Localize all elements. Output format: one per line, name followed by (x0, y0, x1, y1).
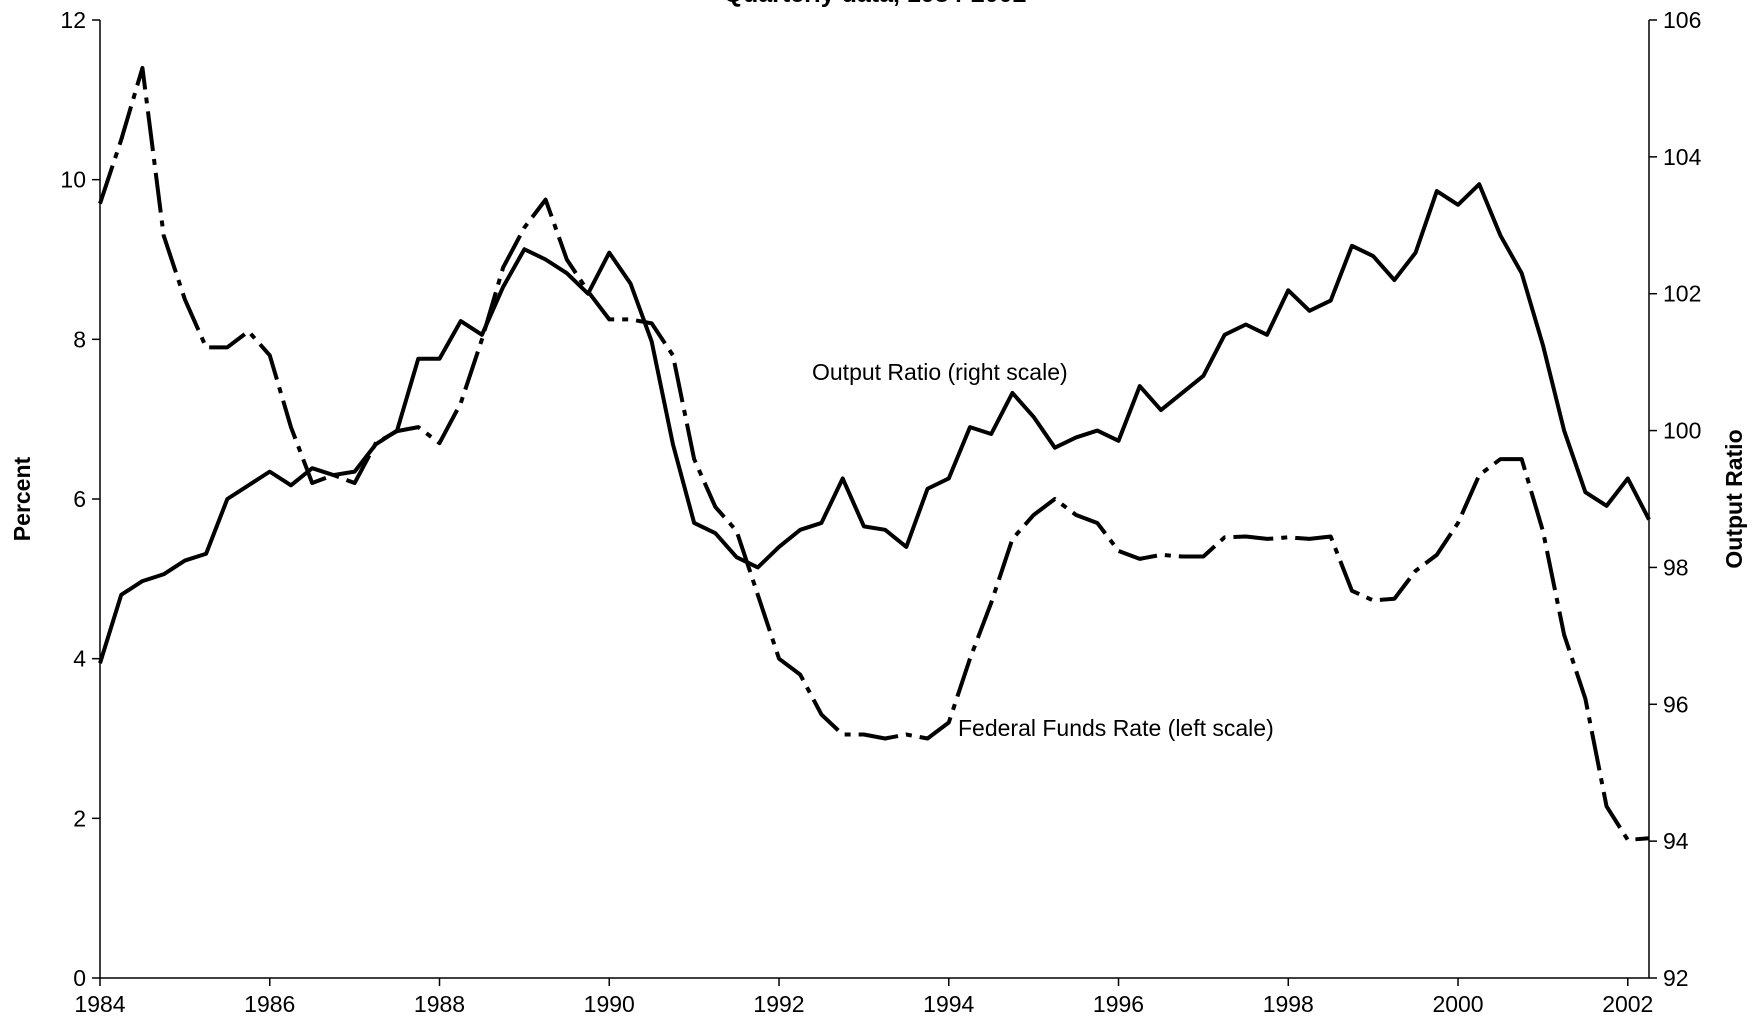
x-tick-label: 1990 (584, 991, 635, 1017)
x-tick-label: 2000 (1432, 991, 1483, 1017)
y2-tick-label: 94 (1663, 828, 1689, 854)
y2-tick-label: 100 (1663, 418, 1701, 444)
y-tick-label: 12 (60, 7, 86, 33)
y2-tick-label: 102 (1663, 281, 1701, 307)
y-tick-label: 2 (73, 805, 86, 831)
chart-title: Quarterly data, 1984-2002 (724, 0, 1027, 8)
y-tick-label: 10 (60, 167, 86, 193)
y-axis-label: Percent (9, 456, 35, 541)
y-tick-label: 6 (73, 486, 86, 512)
y2-axis-label: Output Ratio (1721, 429, 1747, 568)
x-tick-label: 1998 (1263, 991, 1314, 1017)
y-tick-label: 4 (73, 646, 86, 672)
y-tick-label: 8 (73, 326, 86, 352)
x-tick-label: 1994 (923, 991, 974, 1017)
x-tick-label: 1984 (74, 991, 125, 1017)
y2-tick-label: 92 (1663, 965, 1689, 991)
x-tick-label: 1988 (414, 991, 465, 1017)
y2-tick-label: 98 (1663, 554, 1689, 580)
x-tick-label: 1992 (753, 991, 804, 1017)
line-series (98, 182, 1651, 664)
annotation: Federal Funds Rate (left scale) (958, 715, 1274, 741)
y2-tick-label: 106 (1663, 7, 1701, 33)
x-tick-label: 1996 (1093, 991, 1144, 1017)
y-tick-label: 0 (73, 965, 86, 991)
y2-tick-label: 96 (1663, 691, 1689, 717)
x-tick-label: 2002 (1602, 991, 1653, 1017)
x-tick-label: 1986 (244, 991, 295, 1017)
annotation: Output Ratio (right scale) (812, 359, 1068, 385)
y2-tick-label: 104 (1663, 144, 1702, 170)
line-series (98, 65, 1650, 842)
